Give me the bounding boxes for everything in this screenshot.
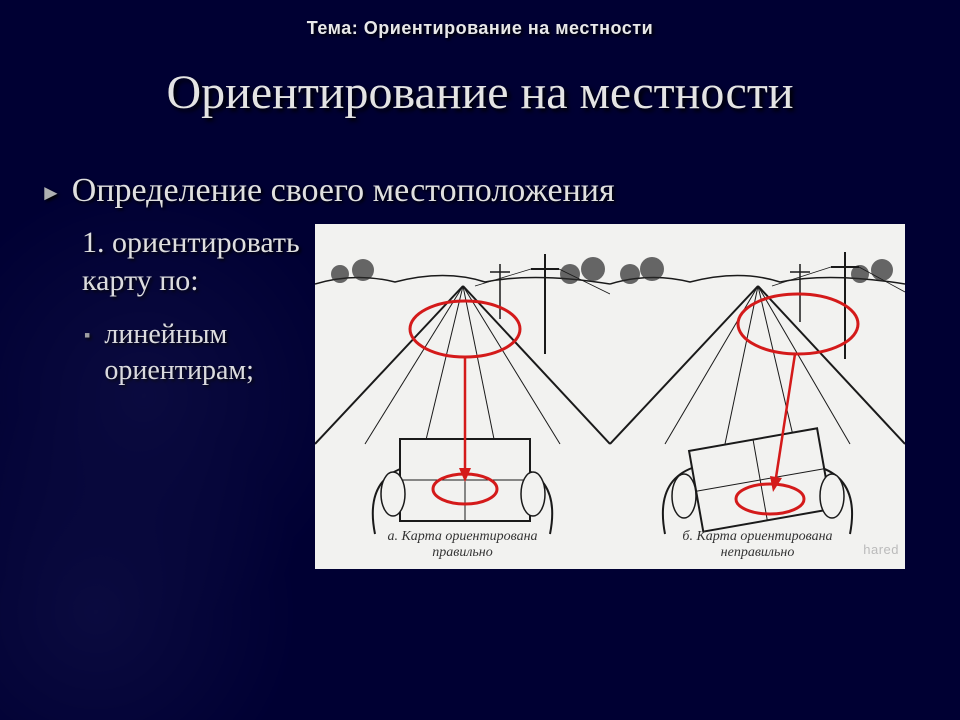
illustration: а. Карта ориентирована правильно [315,224,905,569]
figure-column: а. Карта ориентирована правильно [315,224,960,569]
illustration-panel-left: а. Карта ориентирована правильно [315,224,610,569]
sub-list-item: линейным ориентирам; [104,317,305,390]
subtitle-row: ► Определение своего местоположения [0,172,960,210]
illustration-panel-right: б. Карта ориентирована неправильно hared [610,224,905,569]
topic-header: Тема: Ориентирование на местности [0,0,960,39]
sketch-right [610,224,905,569]
caption-left: а. Карта ориентирована правильно [315,529,610,561]
subtitle: Определение своего местоположения [72,172,615,210]
body-row: 1. ориентировать карту по: ▪ линейным ор… [0,224,960,569]
caption-left-line2: правильно [432,545,493,560]
caption-left-line1: а. Карта ориентирована [387,529,537,544]
page-title: Ориентирование на местности [0,65,960,120]
sub-list-row: ▪ линейным ориентирам; [70,317,305,390]
triangle-bullet-icon: ► [40,180,62,206]
caption-right: б. Карта ориентирована неправильно [610,529,905,561]
square-bullet-icon: ▪ [84,325,90,346]
text-column: 1. ориентировать карту по: ▪ линейным ор… [70,224,315,390]
caption-right-line2: неправильно [721,545,795,560]
sketch-left [315,224,610,569]
caption-right-line1: б. Карта ориентирована [682,529,832,544]
watermark: hared [863,542,899,557]
list-item-1: 1. ориентировать карту по: [70,224,305,299]
